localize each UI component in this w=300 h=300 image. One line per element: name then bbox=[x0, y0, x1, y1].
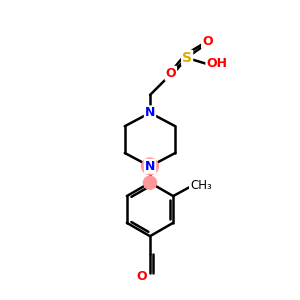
Text: N: N bbox=[145, 160, 155, 173]
Text: O: O bbox=[202, 35, 213, 48]
Text: S: S bbox=[182, 51, 192, 65]
Circle shape bbox=[142, 158, 158, 175]
Text: O: O bbox=[166, 67, 176, 80]
Text: CH₃: CH₃ bbox=[190, 179, 212, 192]
Text: N: N bbox=[145, 106, 155, 119]
Text: OH: OH bbox=[206, 57, 227, 70]
Text: O: O bbox=[136, 270, 147, 283]
Circle shape bbox=[143, 176, 157, 189]
